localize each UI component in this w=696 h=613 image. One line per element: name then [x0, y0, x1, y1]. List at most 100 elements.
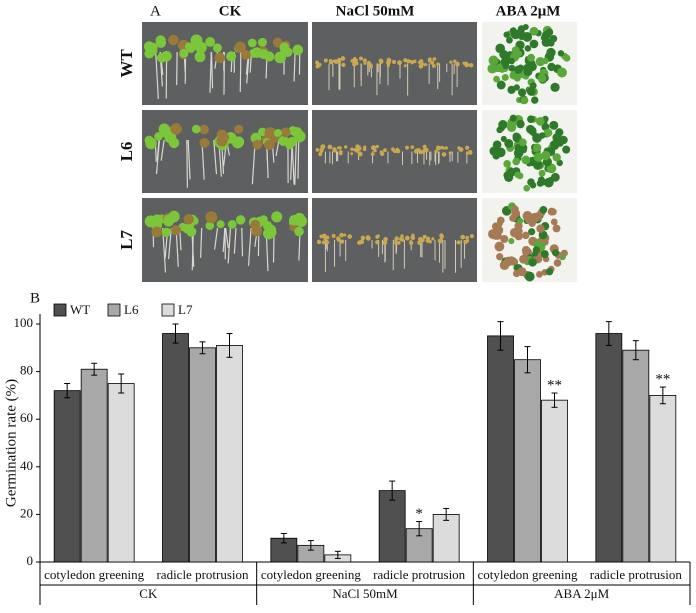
- seed: [371, 152, 375, 156]
- seed: [423, 148, 427, 152]
- seedling: [514, 84, 520, 90]
- seedling: [508, 65, 515, 72]
- seed: [415, 148, 419, 152]
- bar: [623, 350, 649, 562]
- seed: [337, 58, 341, 62]
- seedling: [213, 43, 222, 52]
- seed: [392, 60, 396, 64]
- seed: [322, 241, 326, 245]
- seedling: [528, 258, 537, 267]
- seedling: [488, 230, 496, 238]
- seed: [405, 146, 409, 150]
- seed: [353, 58, 358, 63]
- seedling: [512, 205, 519, 212]
- bar: [650, 395, 676, 562]
- y-tick-label: 60: [20, 410, 33, 425]
- legend-swatch: [162, 304, 174, 316]
- seed: [363, 145, 366, 148]
- seed: [315, 64, 319, 68]
- seed: [317, 240, 321, 244]
- seedling: [549, 121, 558, 130]
- seed: [440, 234, 444, 238]
- seedling: [156, 38, 166, 48]
- seedling: [522, 32, 532, 42]
- seedling: [250, 220, 260, 230]
- seed: [357, 146, 362, 151]
- seedling: [493, 76, 500, 83]
- seedling: [506, 37, 513, 44]
- seedling: [544, 178, 554, 188]
- seedling: [289, 215, 299, 225]
- y-tick-label: 20: [20, 505, 33, 520]
- y-axis-label: Germination rate (%): [3, 379, 19, 507]
- seed: [397, 60, 402, 65]
- seed: [339, 150, 343, 154]
- seed: [395, 236, 399, 240]
- seed: [324, 59, 328, 63]
- seedling: [550, 83, 559, 92]
- seedling: [179, 49, 188, 58]
- seed: [428, 60, 431, 63]
- seedling: [514, 148, 524, 158]
- seed: [337, 238, 341, 242]
- seedling: [557, 140, 564, 147]
- seed: [466, 152, 469, 155]
- seed: [391, 148, 395, 152]
- seed: [318, 153, 322, 157]
- seed: [350, 147, 353, 150]
- seedling: [557, 68, 567, 78]
- seedling: [519, 255, 528, 264]
- seedling: [507, 123, 516, 132]
- bar: [54, 391, 80, 562]
- seedling: [292, 45, 303, 56]
- seed: [333, 148, 337, 152]
- seed: [423, 235, 427, 239]
- seedling: [531, 96, 538, 103]
- panel-label: B: [30, 290, 40, 306]
- seedling: [523, 185, 530, 192]
- seed: [358, 152, 363, 157]
- seedling: [541, 151, 550, 160]
- seed: [456, 240, 460, 244]
- seedling: [521, 156, 530, 165]
- seedling: [517, 218, 523, 224]
- seed: [432, 57, 436, 61]
- seedling: [504, 257, 513, 266]
- seed: [341, 63, 345, 67]
- x-tick-label: cotyledon greening: [478, 567, 578, 582]
- seedling: [533, 144, 541, 152]
- seed: [375, 235, 379, 239]
- seedling: [516, 51, 522, 57]
- bar: [542, 400, 568, 562]
- seed: [361, 236, 365, 240]
- seedling: [536, 271, 543, 278]
- seed: [411, 234, 414, 237]
- x-tick-label: radicle protrusion: [590, 567, 683, 582]
- seedling: [541, 35, 547, 41]
- seedling: [527, 54, 535, 62]
- seedling: [510, 115, 517, 122]
- group-label: ABA 2μM: [554, 586, 609, 601]
- seed: [465, 146, 469, 150]
- y-tick-label: 80: [20, 363, 33, 378]
- seed: [470, 234, 474, 238]
- seed: [340, 240, 344, 244]
- x-tick-label: cotyledon greening: [44, 567, 144, 582]
- seed: [350, 152, 353, 155]
- seed: [383, 148, 387, 152]
- y-tick-label: 40: [20, 458, 33, 473]
- row-label: L6: [117, 142, 136, 162]
- seed: [413, 60, 417, 64]
- seedling: [517, 64, 523, 70]
- seed: [442, 152, 447, 157]
- seed: [464, 62, 469, 67]
- seedling: [516, 120, 524, 128]
- group-label: CK: [139, 586, 158, 601]
- bar: [515, 360, 541, 562]
- root: [298, 140, 299, 179]
- bar: [488, 336, 514, 562]
- column-header: ABA 2μM: [496, 3, 561, 19]
- seedling: [248, 39, 257, 48]
- seedling: [562, 146, 570, 154]
- bar: [596, 334, 622, 562]
